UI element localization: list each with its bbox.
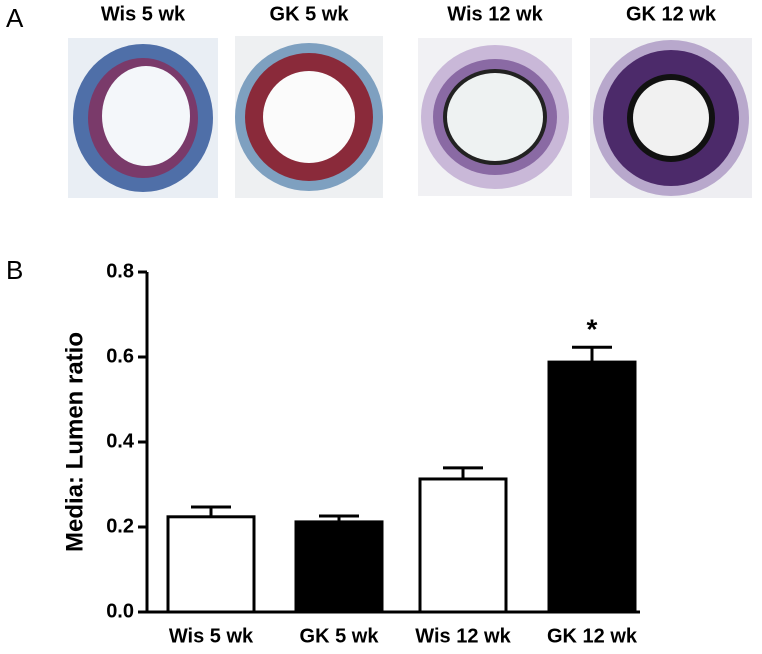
bar — [294, 520, 384, 614]
y-tick-label: 0.0 — [106, 600, 134, 622]
bar — [547, 360, 637, 614]
vessel-lumen — [263, 71, 355, 163]
panel-label: A — [6, 3, 24, 33]
y-tick-label: 0.6 — [106, 345, 134, 367]
panel-label: B — [6, 255, 23, 285]
x-tick-label: Wis 5 wk — [169, 625, 254, 647]
vessel-lumen — [102, 66, 190, 166]
x-tick-label: GK 12 wk — [547, 625, 638, 647]
image-label: Wis 5 wk — [101, 3, 186, 25]
image-label: GK 5 wk — [270, 3, 350, 25]
y-axis-label: Media: Lumen ratio — [61, 332, 88, 552]
x-tick-label: GK 5 wk — [300, 625, 380, 647]
y-tick-label: 0.2 — [106, 515, 134, 537]
image-label: GK 12 wk — [626, 3, 717, 25]
bar — [166, 515, 256, 614]
x-tick-label: Wis 12 wk — [415, 625, 511, 647]
vessel-lumen — [633, 80, 709, 156]
y-tick-label: 0.4 — [106, 430, 135, 452]
vessel-lumen — [447, 73, 543, 161]
y-tick-label: 0.8 — [106, 260, 134, 282]
histology-images — [68, 36, 752, 198]
image-label: Wis 12 wk — [447, 3, 543, 25]
bar — [418, 477, 508, 614]
significance-mark: * — [587, 314, 598, 345]
